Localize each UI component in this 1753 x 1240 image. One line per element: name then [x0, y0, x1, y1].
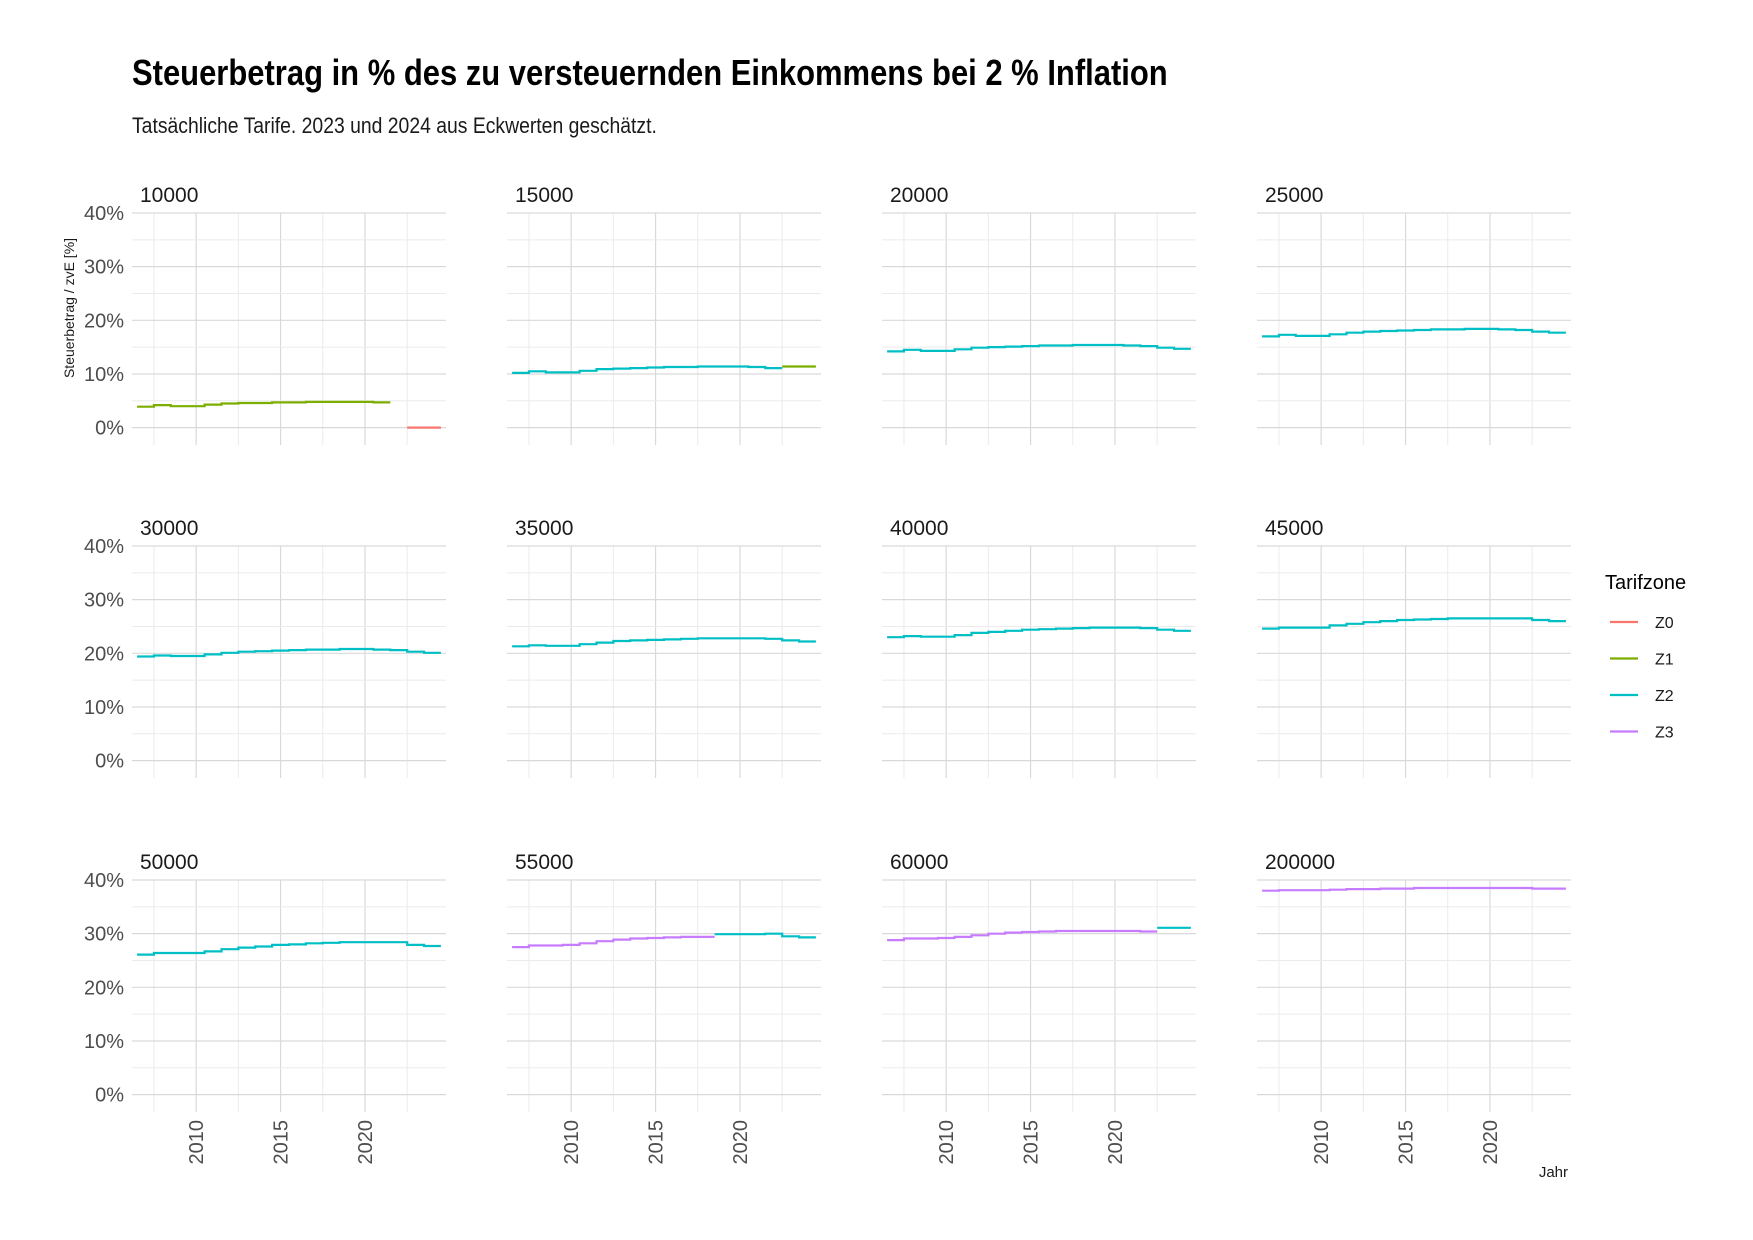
facet-label: 30000: [140, 517, 198, 540]
grid: [132, 879, 446, 1112]
y-tick-label: 0%: [95, 418, 124, 440]
x-tick-label: 2020: [730, 1120, 752, 1165]
facet-label: 45000: [1265, 517, 1323, 540]
y-tick-label: 10%: [84, 1031, 124, 1053]
series-line-z3: [1262, 886, 1566, 892]
chart-subtitle: Tatsächliche Tarife. 2023 und 2024 aus E…: [132, 113, 657, 138]
facet-label: 200000: [1265, 851, 1335, 874]
x-tick-label: 2010: [936, 1120, 958, 1165]
legend-label: Z3: [1655, 725, 1674, 742]
legend-item: Z1: [1610, 652, 1674, 669]
series-line-z2: [1262, 617, 1566, 630]
x-tick-label: 2015: [1396, 1120, 1418, 1165]
grid: [507, 212, 821, 445]
facet-panel: 20000: [882, 184, 1196, 445]
facet-panel: 25000: [1257, 184, 1571, 445]
y-tick-label: 30%: [84, 257, 124, 279]
series-line-z2: [1262, 327, 1566, 338]
facet-label: 50000: [140, 851, 198, 874]
grid: [882, 879, 1196, 1112]
x-tick-label: 2020: [1480, 1120, 1502, 1165]
grid: [1257, 212, 1571, 445]
facet-panel: 40000: [882, 517, 1196, 778]
series-line-z3: [887, 929, 1158, 942]
series-line-z2: [137, 941, 441, 956]
series-line-z2: [512, 365, 783, 374]
facet-panels: 10000 0% 10% 20% 30% 40% 15000 20000 25000 30000 0…: [84, 184, 1571, 1165]
facet-label: 15000: [515, 184, 573, 207]
grid: [132, 545, 446, 778]
legend: Tarifzone Z0 Z1 Z2 Z3: [1605, 572, 1686, 742]
series-line-z2: [137, 647, 441, 658]
legend-item: Z2: [1610, 688, 1674, 705]
y-tick-label: 40%: [84, 203, 124, 225]
x-tick-label: 2010: [1311, 1120, 1333, 1165]
facet-panel: 45000: [1257, 517, 1571, 778]
grid: [507, 545, 821, 778]
y-tick-label: 40%: [84, 536, 124, 558]
facet-label: 40000: [890, 517, 948, 540]
y-tick-label: 30%: [84, 924, 124, 946]
x-tick-label: 2015: [1021, 1120, 1043, 1165]
facet-label: 60000: [890, 851, 948, 874]
y-tick-label: 40%: [84, 870, 124, 892]
y-tick-label: 30%: [84, 590, 124, 612]
facet-panel: 15000: [507, 184, 821, 445]
legend-label: Z2: [1655, 688, 1674, 705]
grid: [1257, 545, 1571, 778]
y-tick-label: 20%: [84, 977, 124, 999]
legend-items: Z0 Z1 Z2 Z3: [1610, 615, 1674, 742]
facet-label: 35000: [515, 517, 573, 540]
facet-label: 10000: [140, 184, 198, 207]
y-tick-label: 0%: [95, 751, 124, 773]
series-line-z3: [512, 935, 715, 949]
legend-label: Z0: [1655, 615, 1674, 632]
y-tick-label: 10%: [84, 364, 124, 386]
x-tick-label: 2015: [271, 1120, 293, 1165]
y-tick-label: 10%: [84, 697, 124, 719]
facet-panel: 10000 0% 10% 20% 30% 40%: [84, 184, 446, 445]
facet-panel: 35000: [507, 517, 821, 778]
facet-panel: 200000 2010 2015 2020: [1257, 851, 1571, 1165]
legend-title: Tarifzone: [1605, 572, 1686, 594]
facet-label: 25000: [1265, 184, 1323, 207]
facet-panel: 60000 2010 2015 2020: [882, 851, 1196, 1165]
grid: [882, 545, 1196, 778]
series-line-z2: [887, 626, 1191, 639]
y-axis-title: Steuerbetrag / zvE [%]: [61, 238, 77, 378]
x-tick-label: 2020: [1105, 1120, 1127, 1165]
series-line-z2: [714, 932, 816, 939]
series-line-z1: [137, 400, 391, 408]
legend-item: Z3: [1610, 725, 1674, 742]
series-line-z2: [887, 343, 1191, 353]
x-axis-title: Jahr: [1539, 1164, 1568, 1181]
legend-item: Z0: [1610, 615, 1674, 632]
grid: [507, 879, 821, 1112]
series-line-z2: [512, 637, 816, 648]
facet-label: 55000: [515, 851, 573, 874]
x-tick-label: 2015: [646, 1120, 668, 1165]
y-tick-label: 0%: [95, 1085, 124, 1107]
y-tick-label: 20%: [84, 643, 124, 665]
legend-label: Z1: [1655, 652, 1674, 669]
x-tick-label: 2020: [355, 1120, 377, 1165]
y-tick-label: 20%: [84, 310, 124, 332]
facet-panel: 50000 0% 10% 20% 30% 40% 2010 2015 2020: [84, 851, 446, 1165]
chart-title: Steuerbetrag in % des zu versteuernden E…: [132, 52, 1168, 93]
grid: [132, 212, 446, 445]
facet-label: 20000: [890, 184, 948, 207]
x-tick-label: 2010: [186, 1120, 208, 1165]
x-tick-label: 2010: [561, 1120, 583, 1165]
grid: [882, 212, 1196, 445]
facet-panel: 55000 2010 2015 2020: [507, 851, 821, 1165]
grid: [1257, 879, 1571, 1112]
facet-panel: 30000 0% 10% 20% 30% 40%: [84, 517, 446, 778]
